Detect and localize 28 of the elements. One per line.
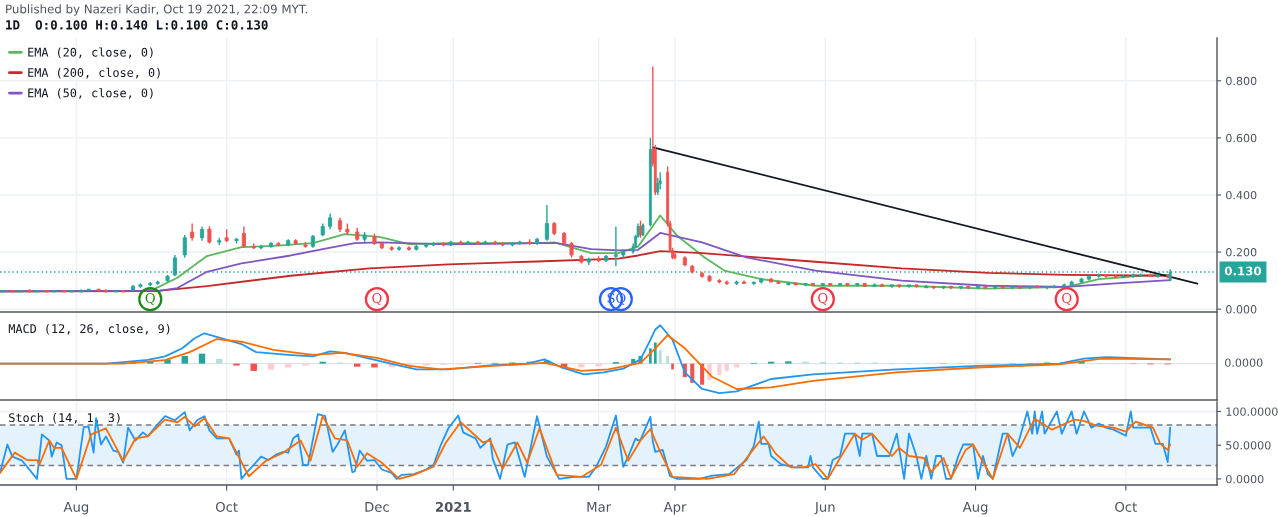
- x-tick-label: Oct: [1115, 501, 1137, 512]
- chart-title: MACD (12, 26, close, 9): [8, 323, 170, 335]
- y-tick-label: 100.0000: [1226, 407, 1278, 416]
- y-tick-label: 0.000: [1226, 305, 1257, 314]
- x-tick-label: Dec: [365, 502, 389, 512]
- y-tick-label: 50.0000: [1226, 441, 1271, 450]
- data-label: Q: [145, 293, 155, 305]
- x-tick-label: Jun: [814, 502, 835, 515]
- x-tick-label: Mar: [587, 502, 612, 512]
- legend-label: EMA (20, close, 0): [28, 47, 153, 59]
- x-tick-label: Apr: [663, 502, 687, 515]
- chart-title: Published by Nazeri Kadir, Oct 19 2021, 22:09 MYT.: [6, 4, 308, 16]
- legend-label: EMA (200, close, 0): [28, 67, 160, 79]
- y-tick-label: 0.400: [1226, 190, 1257, 200]
- data-label: Q: [372, 293, 382, 305]
- y-tick-label: 0.600: [1226, 133, 1257, 143]
- x-tick-label: Aug: [962, 502, 988, 515]
- x-tick-label: 2021: [435, 501, 471, 512]
- y-tick-label: 0.0000: [1226, 474, 1264, 484]
- x-tick-label: Aug: [63, 502, 89, 515]
- x-tick-label: Oct: [215, 501, 238, 512]
- y-tick-label: 0.800: [1226, 76, 1257, 86]
- data-label: Q: [1062, 293, 1072, 305]
- chart-subtitle: 1D O:0.100 H:0.140 L:0.100 C:0.130: [6, 20, 268, 30]
- ref-line-label: 0.130: [1224, 266, 1262, 276]
- data-label: Q: [818, 293, 828, 305]
- y-tick-label: 0.200: [1226, 248, 1257, 257]
- legend-label: EMA (50, close, 0): [28, 88, 153, 99]
